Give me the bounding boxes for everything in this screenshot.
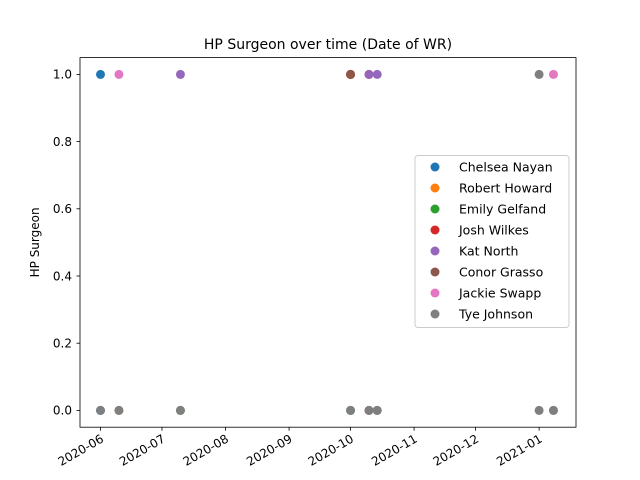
x-tick-label: 2020-09 [244, 432, 294, 469]
y-tick-label: 0.6 [53, 202, 72, 216]
data-point [114, 405, 124, 415]
data-point [372, 69, 382, 79]
data-point [175, 69, 185, 79]
y-axis: 0.0 0.2 0.4 0.6 0.8 1.0 [53, 68, 80, 418]
legend-marker [430, 309, 440, 319]
x-tick-label: 2020-11 [369, 432, 419, 469]
y-tick-label: 0.0 [53, 404, 72, 418]
data-point [175, 405, 185, 415]
legend-marker [430, 246, 440, 256]
data-point [346, 69, 356, 79]
legend-marker [430, 288, 440, 298]
legend-label: Conor Grasso [459, 265, 543, 280]
x-axis: 2020-06 2020-07 2020-08 2020-09 2020-10 2020-… [56, 427, 545, 469]
y-axis-label: HP Surgeon [28, 207, 42, 277]
y-tick-label: 0.4 [53, 269, 72, 283]
y-tick-label: 0.8 [53, 135, 72, 149]
data-point [534, 405, 544, 415]
data-point [95, 69, 105, 79]
data-point [346, 405, 356, 415]
x-tick-label: 2020-08 [181, 432, 231, 469]
legend-label: Tye Johnson [458, 307, 533, 322]
data-point [114, 69, 124, 79]
data-point [364, 405, 374, 415]
x-tick-label: 2020-10 [306, 432, 356, 469]
data-point [548, 405, 558, 415]
legend-marker [430, 183, 440, 193]
legend-marker [430, 267, 440, 277]
legend-frame [414, 155, 570, 328]
legend-marker [430, 204, 440, 214]
x-tick-label: 2021-01 [494, 432, 544, 469]
y-tick-label: 0.2 [53, 337, 72, 351]
plot-frame [79, 57, 577, 428]
data-point [534, 69, 544, 79]
y-tick-label: 1.0 [53, 68, 72, 82]
data-point [548, 69, 558, 79]
legend: Chelsea Nayan Robert Howard Emily Gelfand J… [414, 155, 570, 328]
legend-label: Emily Gelfand [459, 202, 546, 217]
legend-marker [430, 162, 440, 172]
legend-marker [430, 225, 440, 235]
data-point [364, 69, 374, 79]
legend-label: Kat North [459, 244, 518, 259]
data-point [372, 405, 382, 415]
legend-label: Josh Wilkes [458, 223, 529, 238]
x-tick-label: 2020-07 [117, 432, 167, 469]
data-point [95, 405, 105, 415]
chart-title: HP Surgeon over time (Date of WR) [204, 37, 452, 53]
x-tick-label: 2020-12 [431, 432, 481, 469]
x-tick-label: 2020-06 [56, 432, 106, 469]
legend-label: Robert Howard [459, 181, 552, 196]
points-layer [95, 69, 558, 415]
legend-label: Jackie Swapp [458, 286, 541, 301]
legend-label: Chelsea Nayan [459, 160, 553, 175]
